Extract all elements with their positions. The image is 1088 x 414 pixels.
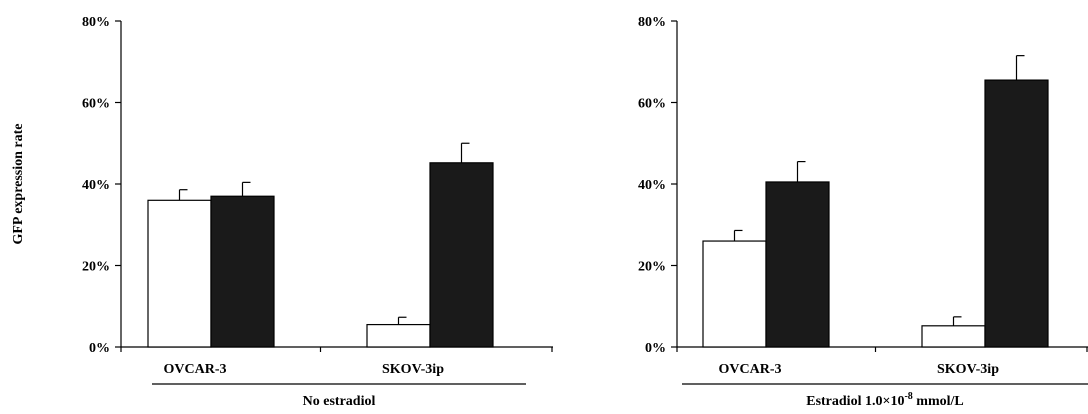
- x-category-label: OVCAR-3: [719, 362, 782, 377]
- y-tick-label: 80%: [82, 15, 110, 30]
- bar: [366, 323, 431, 348]
- y-tick-label: 60%: [638, 97, 666, 112]
- bar: [429, 162, 494, 348]
- bar: [210, 195, 275, 348]
- group-label: No estradiol: [303, 394, 376, 409]
- bar: [984, 79, 1049, 348]
- y-tick-label: 40%: [638, 178, 666, 193]
- y-axis-title: GFP expression rate: [11, 123, 26, 244]
- y-tick-label: 20%: [82, 260, 110, 275]
- group-label: Estradiol 1.0×10-8 mmol/L: [806, 391, 964, 409]
- y-tick-label: 80%: [638, 15, 666, 30]
- y-tick-label: 40%: [82, 178, 110, 193]
- x-category-label: SKOV-3ip: [382, 362, 444, 377]
- y-tick-label: 20%: [638, 260, 666, 275]
- bar: [921, 325, 986, 348]
- bar: [147, 199, 212, 348]
- y-tick-label: 60%: [82, 97, 110, 112]
- chart-panel-estradiol: 0% 20% 40% 60% 80% OVCAR-3 SKOV-3ip Estradiol 1…: [638, 15, 1088, 409]
- x-category-label: SKOV-3ip: [937, 362, 999, 377]
- chart-panel-no-estradiol: 0% 20% 40% 60% 80% OVCAR-3 SKOV-3ip No estradio…: [11, 15, 553, 409]
- y-tick-label: 0%: [89, 341, 110, 356]
- x-category-label: OVCAR-3: [164, 362, 227, 377]
- bar: [702, 240, 767, 348]
- bar: [765, 181, 830, 348]
- y-tick-label: 0%: [645, 341, 666, 356]
